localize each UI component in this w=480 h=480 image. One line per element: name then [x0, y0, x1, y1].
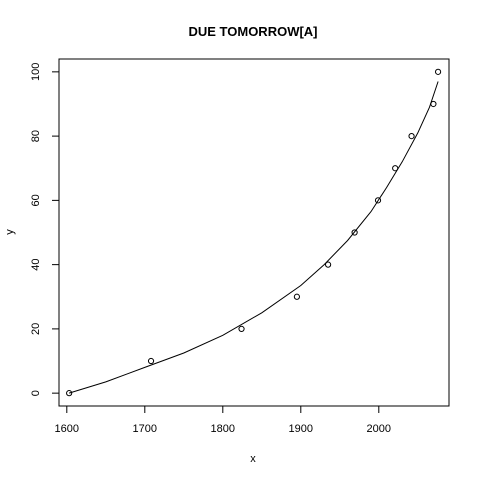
y-axis: 0 20 40 60 80 100 [30, 63, 60, 396]
x-axis: 1600 1700 1800 1900 2000 [55, 405, 391, 435]
data-point [293, 293, 300, 300]
plot-area-border [58, 58, 450, 407]
x-axis-label: x [250, 453, 256, 465]
y-tick-label: 80 [30, 130, 42, 142]
x-tick-label: 1800 [211, 423, 235, 435]
x-tick-label: 1900 [289, 423, 313, 435]
data-point [147, 357, 155, 365]
data-points [66, 68, 442, 397]
data-point [351, 229, 358, 236]
data-point [66, 390, 73, 397]
y-tick-label: 60 [30, 194, 42, 206]
data-point [238, 325, 245, 332]
y-tick-label: 0 [30, 390, 42, 396]
fit-curve [68, 81, 439, 394]
y-tick-label: 40 [30, 259, 42, 271]
y-tick-label: 100 [30, 63, 42, 81]
data-point [434, 68, 442, 75]
data-point [430, 100, 437, 108]
data-point [392, 165, 399, 172]
y-tick-label: 20 [30, 323, 42, 335]
chart-title: DUE TOMORROW[A] [188, 24, 317, 39]
data-point [408, 133, 415, 140]
y-axis-label: y [4, 229, 16, 235]
data-point [325, 261, 332, 268]
x-tick-label: 1600 [55, 423, 79, 435]
x-tick-label: 2000 [367, 423, 391, 435]
x-tick-label: 1700 [133, 423, 157, 435]
data-point [374, 197, 382, 204]
